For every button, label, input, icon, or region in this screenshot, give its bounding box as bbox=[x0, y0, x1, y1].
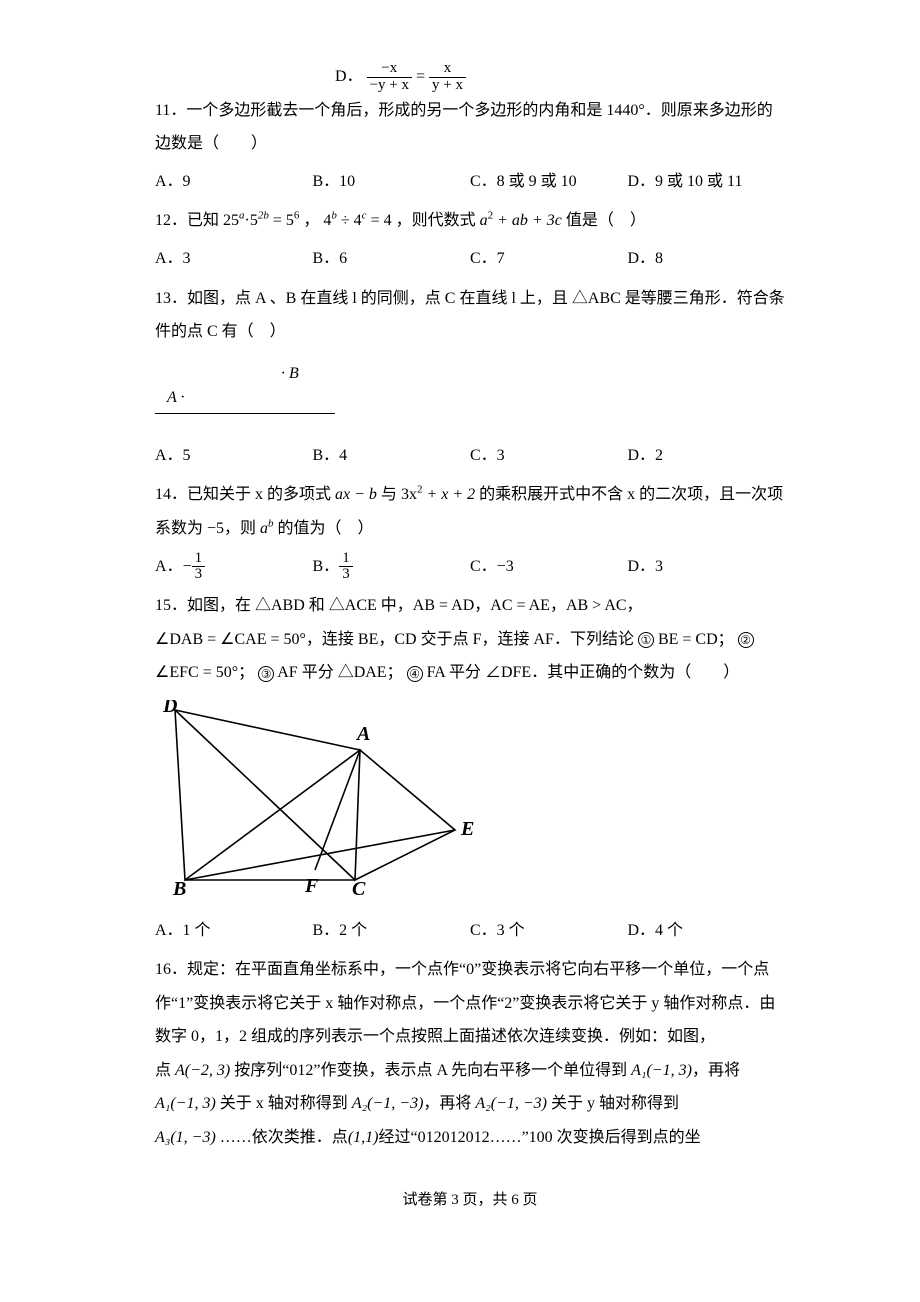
q15-figure: D A E B F C bbox=[155, 700, 785, 908]
q13-opt-a: A．5 bbox=[155, 439, 313, 473]
q13-text: 13．如图，点 A 、B 在直线 l 的同侧，点 C 在直线 l 上，且 △AB… bbox=[155, 290, 785, 341]
option-label: D． bbox=[335, 68, 363, 85]
q12-opt-b: B．6 bbox=[313, 242, 471, 276]
q11-opt-c: C．8 或 9 或 10 bbox=[470, 165, 628, 199]
q15-line2: ∠DAB = ∠CAE = 50°，连接 BE，CD 交于点 F，连接 AF．下… bbox=[155, 623, 785, 657]
q11-opt-a: A．9 bbox=[155, 165, 313, 199]
q15: 15．如图，在 △ABD 和 △ACE 中，AB = AD，AC = AE，AB… bbox=[155, 589, 785, 690]
q15-options: A．1 个 B．2 个 C．3 个 D．4 个 bbox=[155, 914, 785, 948]
q12-opt-a: A．3 bbox=[155, 242, 313, 276]
q15-line1: 15．如图，在 △ABD 和 △ACE 中，AB = AD，AC = AE，AB… bbox=[155, 589, 785, 623]
q11-options: A．9 B．10 C．8 或 9 或 10 D．9 或 10 或 11 bbox=[155, 165, 785, 199]
q13-opt-d: D．2 bbox=[628, 439, 786, 473]
q15-opt-b: B．2 个 bbox=[313, 914, 471, 948]
q14-opt-d: D．3 bbox=[628, 550, 786, 584]
circled-1: ① bbox=[638, 632, 654, 648]
svg-text:F: F bbox=[304, 875, 319, 895]
equals: = bbox=[416, 68, 429, 85]
q12-prefix: 12．已知 bbox=[155, 212, 223, 229]
q15-opt-d: D．4 个 bbox=[628, 914, 786, 948]
point-a-label: A · bbox=[167, 381, 184, 415]
q12-opt-d: D．8 bbox=[628, 242, 786, 276]
q13-opt-c: C．3 bbox=[470, 439, 628, 473]
q10-option-d: D． −x −y + x = x y + x bbox=[155, 60, 785, 94]
circled-4: ④ bbox=[407, 666, 423, 682]
svg-text:B: B bbox=[172, 878, 186, 895]
line-l bbox=[155, 413, 335, 414]
q14-opt-b: B．13 bbox=[313, 550, 471, 584]
q14-opt-c: C．−3 bbox=[470, 550, 628, 584]
q16-p1: 16．规定：在平面直角坐标系中，一个点作“0”变换表示将它向右平移一个单位，一个… bbox=[155, 953, 785, 1054]
q12: 12．已知 25a·52b = 56 ， 4b ÷ 4c = 4 ，则代数式 a… bbox=[155, 204, 785, 238]
q16-p4: A₃(1, −3) ……依次类推．点(1,1)经过“012012012……”10… bbox=[155, 1121, 785, 1155]
q13: 13．如图，点 A 、B 在直线 l 的同侧，点 C 在直线 l 上，且 △AB… bbox=[155, 282, 785, 349]
triangle-diagram: D A E B F C bbox=[155, 700, 485, 895]
exam-page: D． −x −y + x = x y + x 11．一个多边形截去一个角后，形成… bbox=[0, 0, 920, 1256]
q16-p3: A₁(−1, 3) 关于 x 轴对称得到 A₂(−1, −3)，再将 A₂(−1… bbox=[155, 1087, 785, 1121]
q11-text: 11．一个多边形截去一个角后，形成的另一个多边形的内角和是 1440°．则原来多… bbox=[155, 102, 773, 153]
q13-opt-b: B．4 bbox=[313, 439, 471, 473]
q11-opt-b: B．10 bbox=[313, 165, 471, 199]
q11: 11．一个多边形截去一个角后，形成的另一个多边形的内角和是 1440°．则原来多… bbox=[155, 94, 785, 161]
q14-options: A．−13 B．13 C．−3 D．3 bbox=[155, 550, 785, 584]
q14-opt-a: A．−13 bbox=[155, 550, 313, 584]
q12-options: A．3 B．6 C．7 D．8 bbox=[155, 242, 785, 276]
page-footer: 试卷第 3 页，共 6 页 bbox=[155, 1185, 785, 1217]
point-b-label: · B bbox=[281, 357, 299, 391]
q14: 14．已知关于 x 的多项式 ax − b 与 3x2 + x + 2 的乘积展… bbox=[155, 478, 785, 545]
circled-3: ③ bbox=[258, 666, 274, 682]
svg-text:D: D bbox=[162, 700, 177, 717]
fraction-2: x y + x bbox=[429, 61, 466, 94]
q12-opt-c: C．7 bbox=[470, 242, 628, 276]
svg-text:C: C bbox=[352, 878, 366, 895]
q15-opt-c: C．3 个 bbox=[470, 914, 628, 948]
q15-opt-a: A．1 个 bbox=[155, 914, 313, 948]
q16: 16．规定：在平面直角坐标系中，一个点作“0”变换表示将它向右平移一个单位，一个… bbox=[155, 953, 785, 1155]
q13-options: A．5 B．4 C．3 D．2 bbox=[155, 439, 785, 473]
svg-text:E: E bbox=[460, 818, 474, 840]
q16-p2: 点 A(−2, 3) 按序列“012”作变换，表示点 A 先向右平移一个单位得到… bbox=[155, 1054, 785, 1088]
q13-figure: A · · B bbox=[155, 355, 345, 435]
q11-opt-d: D．9 或 10 或 11 bbox=[628, 165, 786, 199]
circled-2: ② bbox=[738, 632, 754, 648]
svg-text:A: A bbox=[355, 723, 370, 745]
fraction-1: −x −y + x bbox=[367, 61, 412, 94]
q15-line3: ∠EFC = 50°； ③ AF 平分 △DAE； ④ FA 平分 ∠DFE．其… bbox=[155, 656, 785, 690]
